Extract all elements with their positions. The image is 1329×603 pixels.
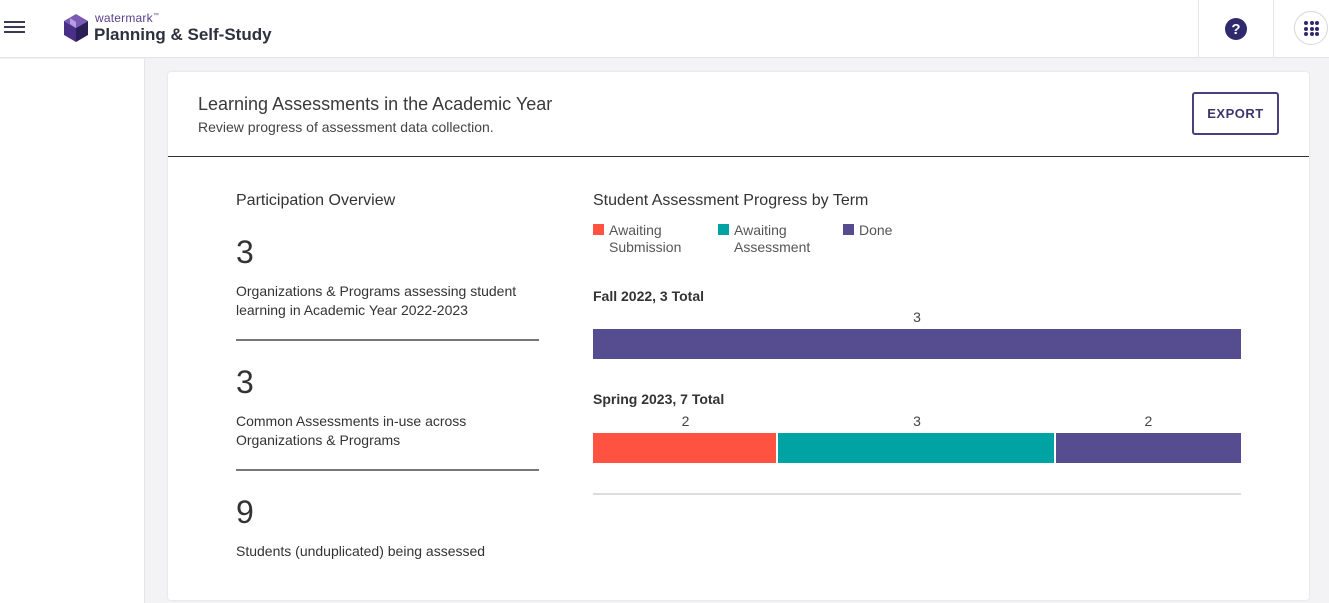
legend-swatch (843, 224, 854, 235)
chart-title: Student Assessment Progress by Term (593, 192, 869, 209)
assessment-card: Learning Assessments in the Academic Yea… (168, 72, 1309, 600)
product-name: Planning & Self-Study (94, 25, 272, 44)
bar-segment-awaiting-submission[interactable] (593, 433, 777, 463)
stat-description: Students (unduplicated) being assessed (236, 543, 486, 559)
stat-description: Common Assessments in-use across Organiz… (236, 413, 467, 448)
top-bar: watermark™ Planning & Self-Study ? (0, 0, 1329, 58)
chart-baseline (593, 493, 1241, 495)
legend-swatch (593, 224, 604, 235)
term-label-fall-2022: Fall 2022, 3 Total (593, 288, 705, 304)
bar-value-label: 3 (913, 309, 921, 325)
help-icon[interactable]: ? (1225, 18, 1247, 40)
bar-value-label: 2 (681, 413, 690, 429)
progress-bar-fall-2022: 3 (593, 309, 1241, 359)
legend-swatch (718, 224, 729, 235)
stat-value: 3 (236, 364, 254, 400)
progress-bar-spring-2023: 2 3 2 (593, 413, 1241, 463)
legend-label: Awaiting Submission (609, 222, 682, 255)
apps-button[interactable] (1294, 11, 1328, 45)
divider (1273, 0, 1274, 58)
left-panel (0, 59, 145, 603)
card-divider (168, 156, 1309, 157)
term-label-spring-2023: Spring 2023, 7 Total (593, 391, 725, 407)
watermark-logo[interactable] (62, 14, 90, 44)
card-subtitle: Review progress of assessment data colle… (198, 119, 494, 135)
legend-label: Awaiting Assessment (734, 222, 811, 255)
brand-name: watermark™ (95, 11, 160, 25)
stat-separator (236, 339, 539, 341)
bar-segment-done[interactable] (1055, 433, 1241, 463)
bar-segment-awaiting-assessment[interactable] (778, 433, 1054, 463)
bar-segment-done[interactable] (593, 329, 1241, 359)
legend-label: Done (859, 222, 893, 238)
apps-grid-icon (1304, 21, 1319, 36)
divider (1198, 0, 1199, 58)
stat-value: 3 (236, 234, 254, 270)
stat-value: 9 (236, 494, 254, 530)
participation-overview-title: Participation Overview (236, 192, 396, 209)
bar-value-label: 3 (913, 413, 921, 429)
stat-separator (236, 469, 539, 471)
card-title: Learning Assessments in the Academic Yea… (198, 94, 553, 114)
export-button[interactable]: EXPORT (1192, 92, 1279, 135)
stat-description: Organizations & Programs assessing stude… (236, 283, 517, 318)
bar-value-label: 2 (1144, 413, 1153, 429)
menu-icon[interactable] (4, 21, 25, 35)
